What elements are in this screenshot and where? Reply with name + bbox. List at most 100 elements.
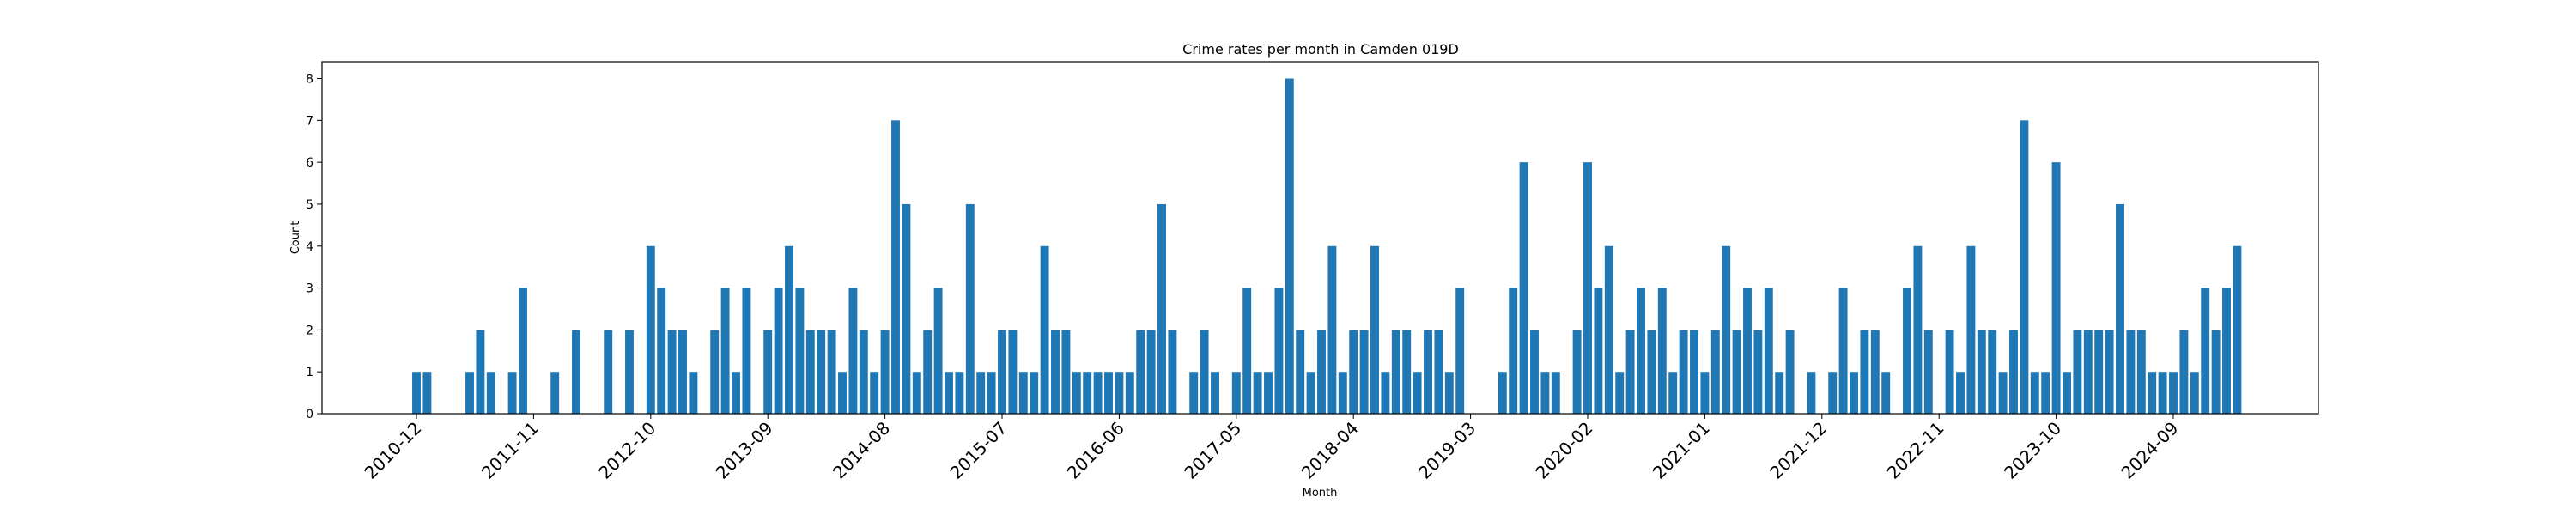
bar — [1722, 245, 1731, 414]
bar — [945, 372, 953, 414]
bar — [1157, 203, 1166, 414]
chart-title: Crime rates per month in Camden 019D — [1182, 41, 1459, 58]
bar — [486, 372, 495, 414]
y-tick-label: 4 — [306, 240, 313, 254]
bar — [422, 372, 432, 414]
bar — [1625, 330, 1635, 414]
bar — [1604, 245, 1613, 414]
bar — [1615, 372, 1625, 414]
bar — [1168, 330, 1177, 414]
bar — [2158, 372, 2167, 414]
bar — [2041, 372, 2050, 414]
bar — [1030, 372, 1039, 414]
bar — [1274, 288, 1284, 414]
bar — [976, 372, 986, 414]
bar — [838, 372, 847, 414]
bar — [2116, 203, 2124, 414]
bar — [1296, 330, 1305, 414]
bar — [1977, 330, 1986, 414]
bar — [1200, 330, 1209, 414]
bar — [1242, 288, 1252, 414]
bar — [604, 330, 613, 414]
bar — [1807, 372, 1816, 414]
bar — [742, 288, 751, 414]
bar — [1519, 162, 1528, 414]
bar — [550, 372, 560, 414]
bar — [1838, 288, 1848, 414]
bar — [1349, 330, 1358, 414]
bar — [1945, 330, 1954, 414]
bar — [923, 330, 933, 414]
bar — [667, 330, 677, 414]
bar — [2083, 330, 2093, 414]
bar — [1285, 78, 1294, 415]
bar — [2169, 372, 2178, 414]
bar — [2073, 330, 2082, 414]
bar — [1424, 330, 1432, 414]
y-tick-label: 2 — [306, 324, 313, 337]
bar — [817, 330, 826, 414]
bar — [1338, 372, 1347, 414]
bar — [1125, 372, 1134, 414]
bar — [1637, 288, 1645, 414]
bar — [1306, 372, 1315, 414]
bar — [1881, 372, 1891, 414]
bar — [1668, 372, 1678, 414]
bar — [1434, 330, 1443, 414]
bar — [1498, 372, 1507, 414]
bar — [2201, 288, 2210, 414]
bar — [720, 288, 730, 414]
bar — [2105, 330, 2114, 414]
bar — [1913, 245, 1923, 414]
bar — [1753, 330, 1763, 414]
y-tick-label: 3 — [306, 282, 313, 296]
bar — [507, 372, 517, 414]
bar — [2136, 330, 2146, 414]
bar — [955, 372, 964, 414]
bar — [689, 372, 698, 414]
bar — [519, 288, 527, 414]
bar — [795, 288, 805, 414]
bar — [1040, 245, 1049, 414]
bar — [710, 330, 720, 414]
bar — [646, 245, 655, 414]
bar — [1253, 372, 1262, 414]
bar — [1018, 372, 1028, 414]
bar — [1444, 372, 1454, 414]
bar — [2009, 330, 2018, 414]
y-tick-label: 5 — [306, 198, 313, 212]
bar — [859, 330, 868, 414]
bar — [1509, 288, 1518, 414]
bar — [870, 372, 879, 414]
bar — [465, 372, 474, 414]
bar — [912, 372, 921, 414]
bar — [1764, 288, 1773, 414]
bar — [1998, 372, 2008, 414]
bar — [2211, 330, 2221, 414]
bar — [1211, 372, 1219, 414]
bar — [1264, 372, 1273, 414]
bars-group — [412, 78, 2242, 415]
bar — [1690, 330, 1698, 414]
bar — [625, 330, 634, 414]
bar — [1231, 372, 1241, 414]
bar — [1051, 330, 1060, 414]
bar — [2126, 330, 2136, 414]
bar — [1381, 372, 1390, 414]
bar — [1657, 288, 1667, 414]
bar — [2190, 372, 2199, 414]
bar — [1710, 330, 1720, 414]
bar — [678, 330, 687, 414]
y-tick-label: 6 — [306, 156, 313, 170]
bar — [1551, 372, 1560, 414]
bar — [1327, 245, 1337, 414]
bar — [2148, 372, 2157, 414]
bar — [2020, 120, 2029, 414]
y-tick-label: 1 — [306, 366, 313, 379]
bar — [1008, 330, 1018, 414]
bar — [1572, 330, 1582, 414]
y-tick-label: 8 — [306, 73, 313, 87]
bar — [412, 372, 421, 414]
bar — [1903, 288, 1911, 414]
